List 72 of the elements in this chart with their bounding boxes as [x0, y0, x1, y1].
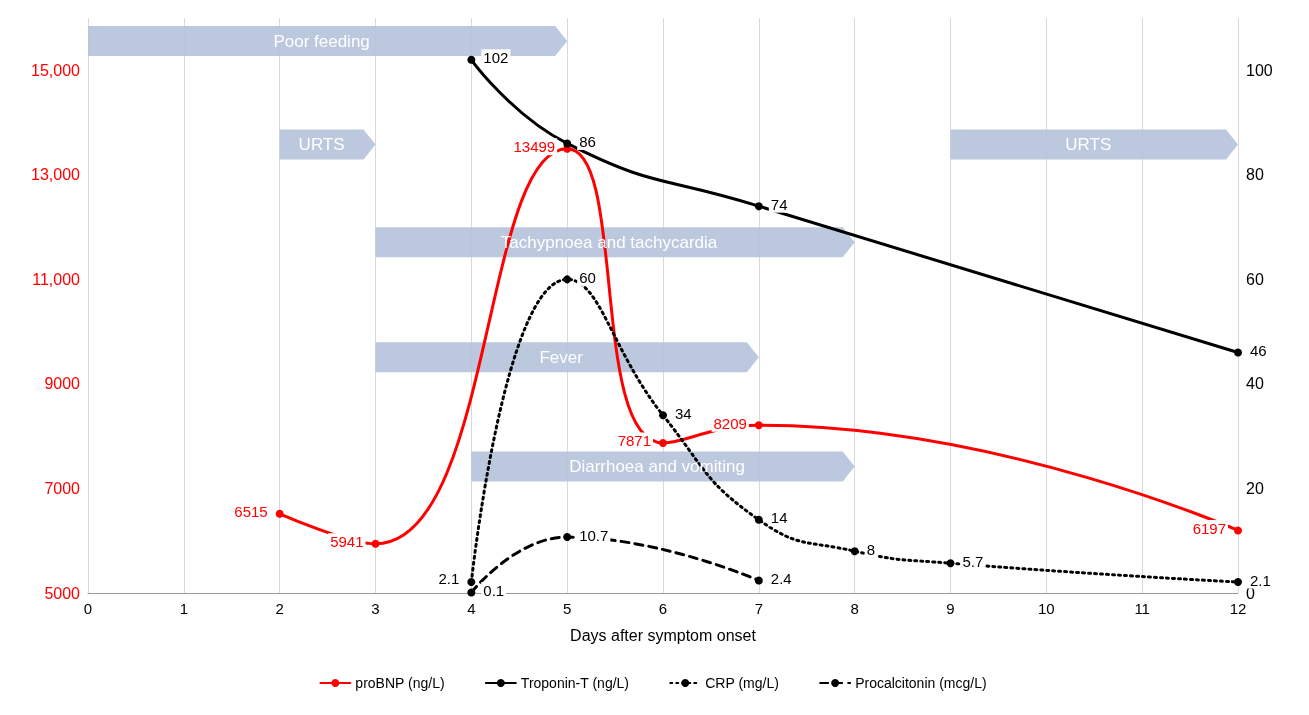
x-tick-label: 2: [275, 600, 284, 617]
data-label: 86: [579, 132, 596, 150]
point: [850, 547, 859, 556]
x-tick-label: 5: [562, 600, 572, 617]
y2-tick-label: 40: [1246, 375, 1264, 393]
data-label: 2.1: [1250, 571, 1271, 589]
point: [467, 55, 476, 64]
point: [1234, 578, 1242, 587]
point: [754, 421, 763, 430]
data-label: 8: [866, 540, 876, 558]
point: [371, 539, 380, 548]
data-label: 10.7: [579, 526, 609, 544]
y-tick-label: 9000: [44, 375, 81, 393]
data-label: 60: [579, 268, 596, 286]
data-label: 13499: [513, 138, 556, 156]
data-label: 6515: [234, 503, 268, 521]
point: [275, 509, 284, 518]
y2-tick-label: 80: [1246, 166, 1264, 184]
data-label: 2.1: [438, 569, 460, 587]
point: [754, 576, 763, 585]
point: [563, 139, 572, 148]
band-label: Fever: [539, 347, 584, 367]
data-label: 34: [675, 404, 692, 422]
legend-label: CRP (mg/L): [705, 675, 779, 691]
point: [754, 202, 763, 211]
band-label: URTS: [298, 135, 345, 154]
point: [467, 578, 476, 587]
data-label: 8209: [713, 414, 747, 432]
x-tick-label: 9: [946, 600, 955, 617]
y-tick-label: 5000: [44, 584, 81, 602]
point: [1234, 526, 1242, 535]
y-tick-label: 15,000: [31, 61, 81, 79]
point: [467, 588, 476, 597]
y-tick-label: 13,000: [31, 166, 81, 184]
data-label: 7871: [617, 432, 651, 450]
point: [659, 438, 667, 447]
y-tick-label: 7000: [44, 479, 81, 497]
x-tick-label: 7: [754, 600, 764, 617]
point: [563, 275, 572, 284]
x-tick-label: 1: [179, 600, 189, 617]
data-label: 74: [770, 195, 788, 213]
x-tick-label: 11: [1134, 600, 1150, 617]
x-tick-label: 6: [658, 600, 668, 617]
y2-tick-label: 60: [1246, 270, 1264, 288]
y-tick-label: 11,000: [32, 270, 81, 288]
x-axis-title: Days after symptom onset: [570, 626, 757, 644]
x-tick-label: 4: [467, 600, 476, 617]
point: [754, 515, 763, 524]
data-label: 14: [770, 509, 788, 527]
band-label: URTS: [1065, 135, 1112, 154]
x-tick-label: 12: [1229, 600, 1247, 617]
x-tick-label: 8: [850, 600, 859, 617]
data-label: 6197: [1192, 519, 1226, 537]
point: [946, 559, 955, 568]
x-tick-label: 0: [83, 600, 93, 617]
point: [1234, 348, 1242, 357]
band-label: Poor feeding: [273, 31, 370, 51]
y2-tick-label: 20: [1246, 479, 1264, 497]
x-tick-label: 3: [371, 600, 380, 617]
data-label: 46: [1250, 342, 1267, 360]
legend-label: Troponin-T (ng/L): [520, 675, 630, 691]
data-label: 102: [483, 49, 509, 67]
data-label: 5.7: [962, 552, 984, 570]
point: [659, 411, 667, 420]
x-tick-label: 10: [1037, 600, 1055, 617]
legend-label: proBNP (ng/L): [355, 675, 445, 691]
data-label: 2.4: [770, 569, 792, 587]
legend-label: Procalcitonin (mcg/L): [855, 675, 987, 691]
y2-tick-label: 100: [1246, 61, 1273, 79]
data-label: 0.1: [483, 581, 505, 599]
point: [563, 533, 572, 542]
data-label: 5941: [330, 533, 364, 551]
